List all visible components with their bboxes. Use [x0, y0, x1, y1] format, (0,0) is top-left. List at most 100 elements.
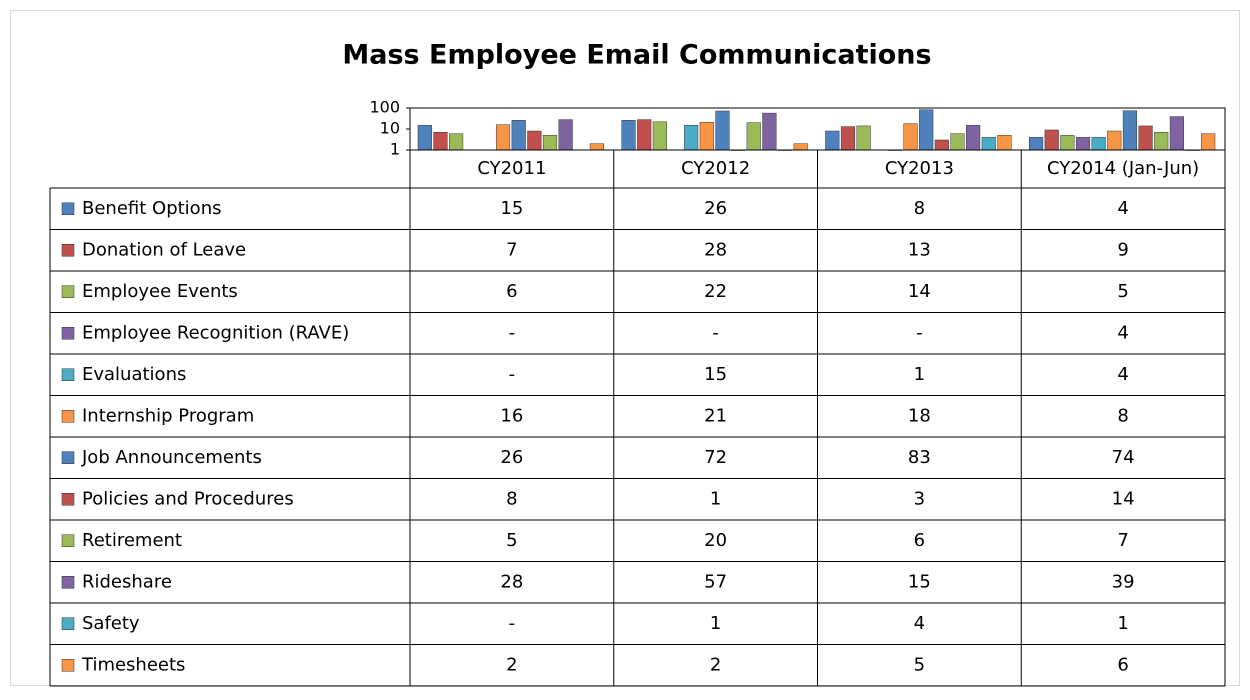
bar [1138, 125, 1153, 151]
table-cell: 22 [704, 281, 727, 302]
table-cell: 28 [704, 239, 727, 260]
table-cell: 15 [908, 571, 931, 592]
table-cell: 7 [1117, 530, 1128, 551]
legend-label: Policies and Procedures [82, 488, 294, 509]
legend-label: Employee Recognition (RAVE) [82, 322, 349, 343]
column-header: CY2011 [477, 158, 546, 179]
bar [527, 130, 542, 151]
legend-key [61, 493, 75, 506]
bar [966, 125, 981, 151]
bar [495, 124, 511, 151]
bar [417, 125, 432, 151]
table-cell: 74 [1112, 447, 1135, 468]
table-cell: 83 [908, 447, 931, 468]
bar [699, 121, 714, 151]
bar [1107, 130, 1122, 151]
bar [746, 122, 761, 151]
table-cell: 20 [704, 530, 727, 551]
table-cell: 4 [1117, 322, 1128, 343]
bar [449, 133, 464, 151]
bar [511, 120, 526, 151]
y-tick-label: 100 [369, 98, 400, 117]
bar [542, 135, 558, 151]
bar [903, 123, 918, 151]
bar [934, 139, 949, 151]
bar [919, 109, 934, 151]
bar [997, 135, 1012, 151]
bar [825, 130, 840, 151]
bar [762, 112, 777, 151]
bar [856, 125, 871, 151]
bar [589, 143, 605, 151]
table-cell: 6 [1117, 654, 1128, 675]
table-cell: - [712, 322, 719, 343]
table-cell: 13 [908, 239, 931, 260]
bar [1201, 133, 1216, 151]
y-tick-label: 10 [380, 119, 400, 138]
table-cell: 9 [1117, 239, 1128, 260]
legend-key [61, 244, 75, 257]
table-cell: 8 [914, 198, 925, 219]
bar [950, 133, 965, 151]
bar [1060, 135, 1075, 151]
bar [637, 119, 652, 151]
table-cell: 1 [710, 613, 721, 634]
column-header: CY2014 (Jan-Jun) [1047, 158, 1199, 179]
table-cell: 18 [908, 405, 931, 426]
table-cell: 7 [506, 239, 517, 260]
legend-label: Donation of Leave [82, 239, 246, 260]
legend-key [61, 451, 75, 464]
table-cell: 2 [710, 654, 721, 675]
table-cell: 6 [914, 530, 925, 551]
bar [1044, 129, 1059, 151]
table-cell: 4 [914, 613, 925, 634]
table-cell: 1 [710, 488, 721, 509]
table-cell: 4 [1117, 364, 1128, 385]
bar [840, 126, 856, 151]
legend-key [61, 534, 75, 547]
bar [715, 110, 730, 151]
table-cell: 21 [704, 405, 727, 426]
column-header: CY2013 [885, 158, 954, 179]
table-cell: - [509, 364, 516, 385]
bar [558, 119, 573, 151]
table-cell: 2 [506, 654, 517, 675]
legend-label: Benefit Options [82, 198, 221, 219]
legend-key [61, 202, 75, 215]
table-cell: - [509, 322, 516, 343]
table-cell: 6 [506, 281, 517, 302]
legend-key [61, 327, 75, 340]
legend-label: Job Announcements [81, 447, 262, 468]
table-cell: 8 [506, 488, 517, 509]
table-cell: 72 [704, 447, 727, 468]
table-cell: 5 [1117, 281, 1128, 302]
bar [1091, 137, 1106, 151]
table-cell: 3 [914, 488, 925, 509]
table-cell: 14 [908, 281, 931, 302]
table-cell: 39 [1112, 571, 1135, 592]
table-cell: - [916, 322, 923, 343]
bar [1029, 137, 1044, 151]
legend-label: Evaluations [82, 364, 186, 385]
bar [433, 132, 448, 151]
legend-key [61, 576, 75, 589]
table-cell: 1 [914, 364, 925, 385]
legend-label: Internship Program [82, 405, 254, 426]
column-header: CY2012 [681, 158, 750, 179]
legend-key [61, 410, 75, 423]
table-cell: 26 [500, 447, 523, 468]
table-cell: 4 [1117, 198, 1128, 219]
bar [981, 137, 996, 151]
table-cell: 1 [1117, 613, 1128, 634]
legend-label: Employee Events [82, 281, 238, 302]
table-cell: 16 [500, 405, 523, 426]
table-cell: 14 [1112, 488, 1135, 509]
bar [652, 121, 667, 151]
legend-key [61, 368, 75, 381]
legend-key [61, 285, 75, 298]
table-cell: 5 [914, 654, 925, 675]
table-cell: - [509, 613, 516, 634]
legend-key [61, 659, 75, 672]
table-cell: 8 [1117, 405, 1128, 426]
